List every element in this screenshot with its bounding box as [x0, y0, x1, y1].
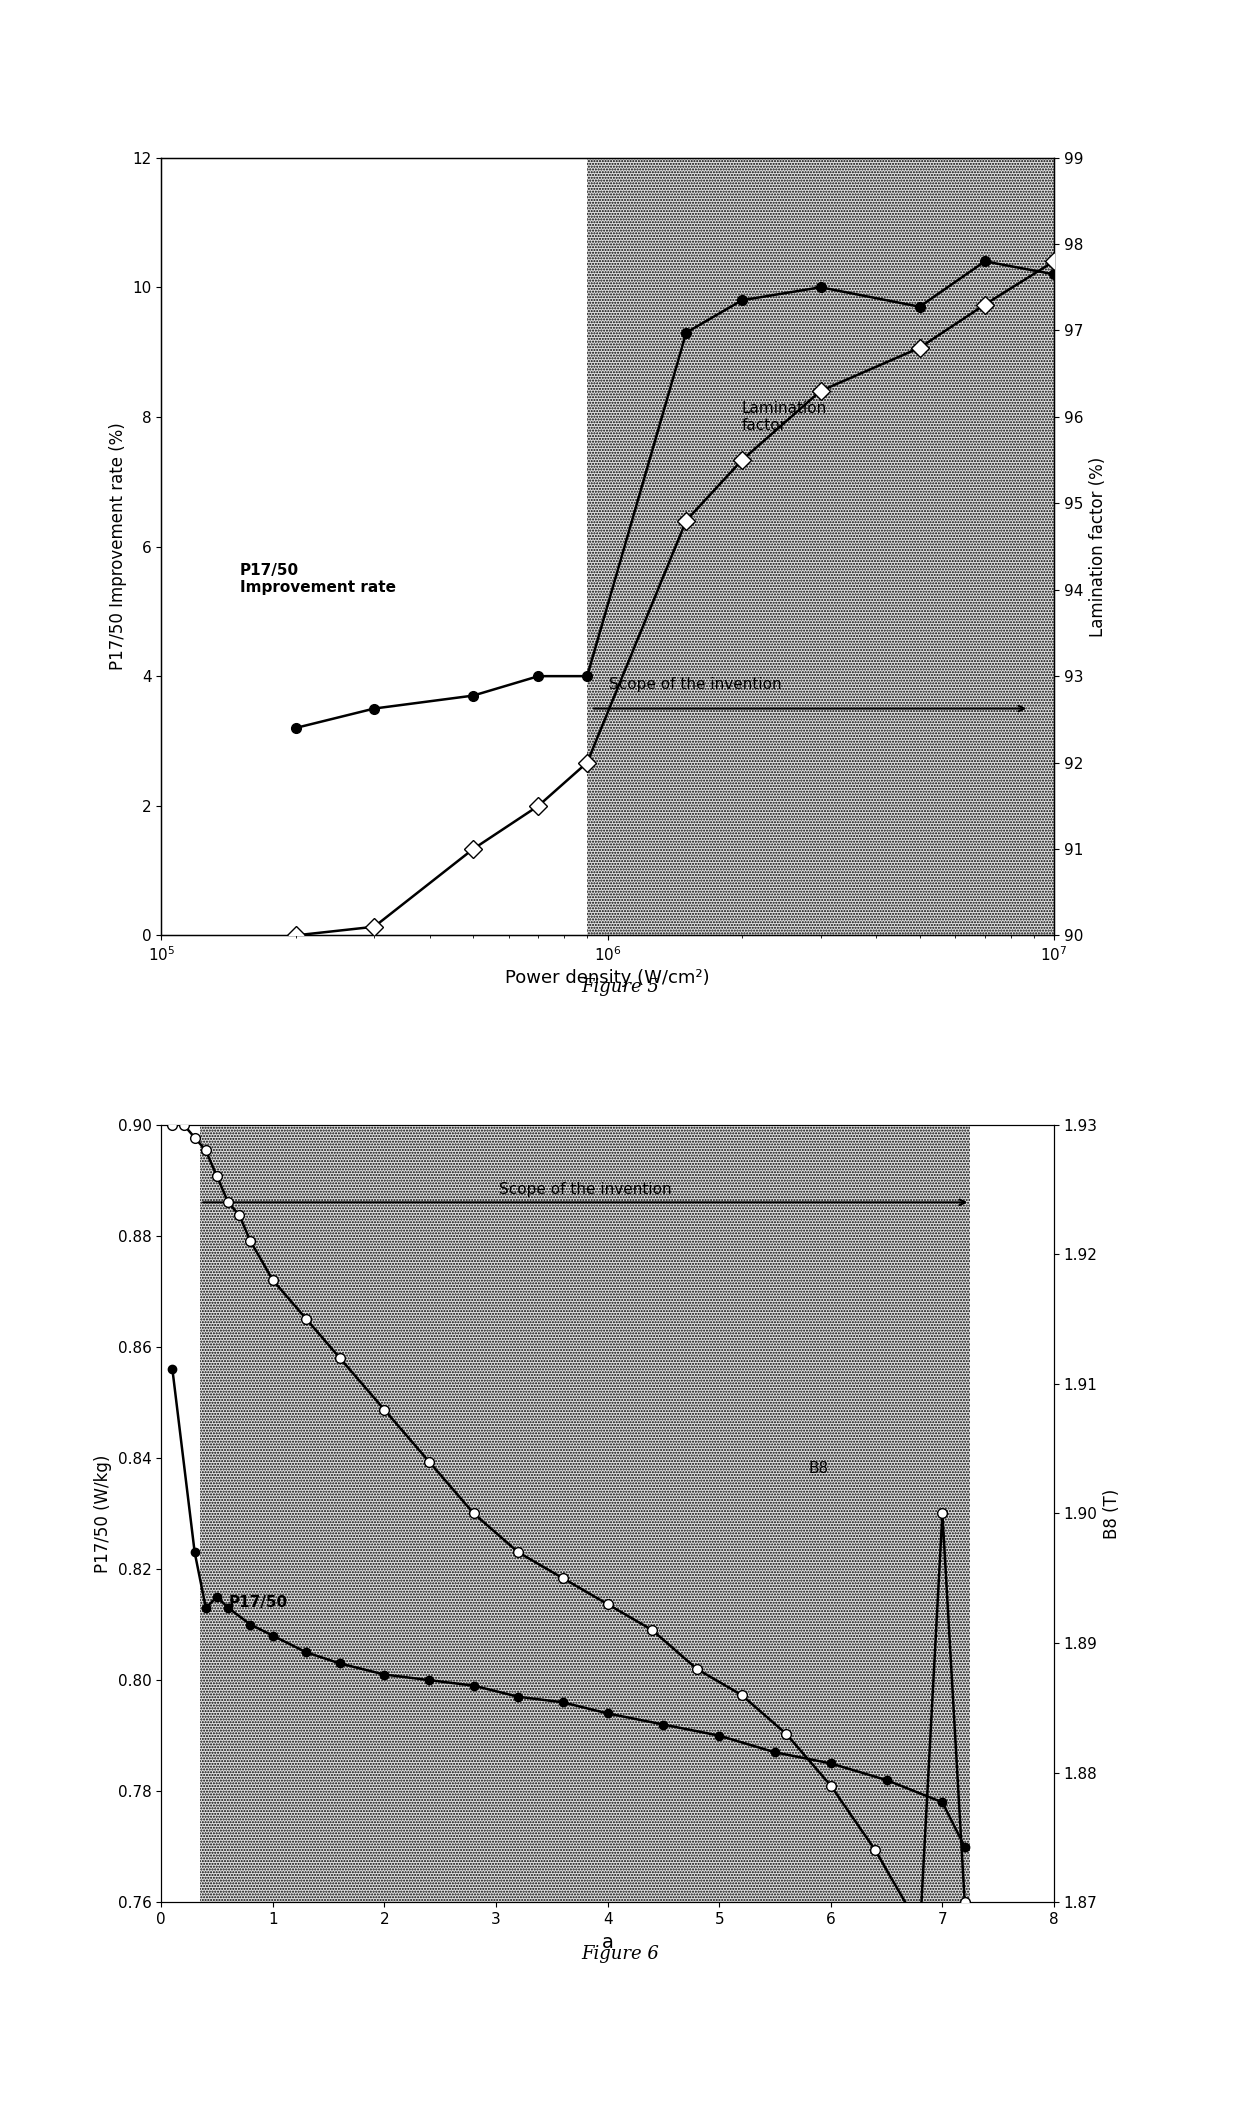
Bar: [201, 1125, 970, 1902]
Text: Figure 6: Figure 6: [582, 1944, 658, 1963]
Text: B8: B8: [808, 1461, 828, 1476]
Text: P17/50
Improvement rate: P17/50 Improvement rate: [239, 563, 396, 595]
Y-axis label: B8 (T): B8 (T): [1104, 1488, 1121, 1539]
Y-axis label: Lamination factor (%): Lamination factor (%): [1089, 456, 1107, 637]
Y-axis label: P17/50 Improvement rate (%): P17/50 Improvement rate (%): [109, 423, 126, 671]
Text: Scope of the invention: Scope of the invention: [609, 677, 781, 692]
X-axis label: a: a: [601, 1932, 614, 1951]
Y-axis label: P17/50 (W/kg): P17/50 (W/kg): [94, 1455, 112, 1572]
Text: P17/50: P17/50: [228, 1595, 288, 1610]
Text: Lamination
factor: Lamination factor: [742, 401, 827, 433]
X-axis label: Power density (W/cm²): Power density (W/cm²): [505, 969, 711, 988]
Text: Figure 5: Figure 5: [582, 977, 658, 996]
Text: Scope of the invention: Scope of the invention: [498, 1181, 672, 1196]
